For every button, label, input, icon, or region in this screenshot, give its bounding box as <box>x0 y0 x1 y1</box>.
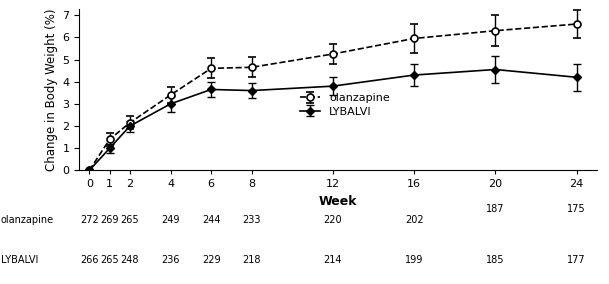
Text: 229: 229 <box>202 255 220 265</box>
Text: 266: 266 <box>80 255 99 265</box>
Text: 265: 265 <box>100 255 119 265</box>
Text: olanzapine: olanzapine <box>1 215 54 225</box>
Text: 233: 233 <box>242 215 261 225</box>
X-axis label: Week: Week <box>319 195 357 208</box>
Text: 269: 269 <box>100 215 119 225</box>
Text: 175: 175 <box>567 204 586 214</box>
Text: 187: 187 <box>486 204 505 214</box>
Text: 202: 202 <box>405 215 423 225</box>
Text: 218: 218 <box>242 255 261 265</box>
Y-axis label: Change in Body Weight (%): Change in Body Weight (%) <box>45 8 58 171</box>
Text: LYBALVI: LYBALVI <box>1 255 38 265</box>
Text: 248: 248 <box>121 255 139 265</box>
Text: 185: 185 <box>486 255 505 265</box>
Text: 220: 220 <box>323 215 342 225</box>
Text: 199: 199 <box>405 255 423 265</box>
Text: 249: 249 <box>161 215 180 225</box>
Text: 177: 177 <box>567 255 586 265</box>
Text: 236: 236 <box>161 255 180 265</box>
Text: 272: 272 <box>80 215 99 225</box>
Legend: olanzapine, LYBALVI: olanzapine, LYBALVI <box>296 89 395 121</box>
Text: 214: 214 <box>323 255 342 265</box>
Text: 265: 265 <box>121 215 139 225</box>
Text: 244: 244 <box>202 215 220 225</box>
